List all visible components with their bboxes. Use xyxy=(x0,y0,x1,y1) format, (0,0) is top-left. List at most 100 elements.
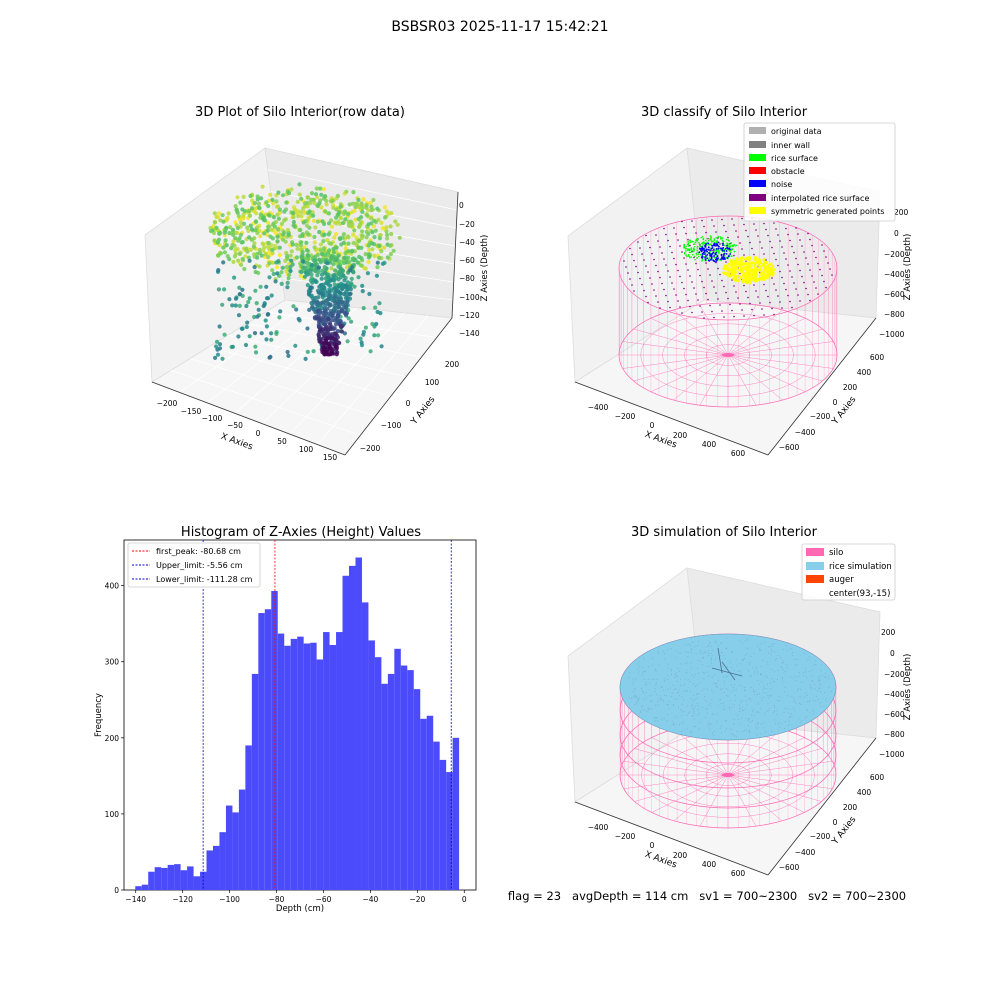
interpolated-point xyxy=(795,257,797,260)
raw-point xyxy=(320,300,325,305)
rice-simulation-point xyxy=(757,701,759,703)
rice-simulation-point xyxy=(781,677,783,679)
rice-simulation-point xyxy=(716,686,718,688)
rice-surface-point xyxy=(723,244,726,247)
rice-simulation-point xyxy=(748,670,749,672)
rice-simulation-point xyxy=(742,731,744,732)
rice-simulation-point xyxy=(731,652,733,654)
raw-point xyxy=(345,339,350,344)
rice-simulation-point xyxy=(747,718,749,720)
raw-point xyxy=(338,275,343,280)
interpolated-point xyxy=(819,268,821,271)
rice-simulation-point xyxy=(825,672,827,674)
rice-simulation-point xyxy=(758,693,760,695)
raw-point xyxy=(297,182,302,187)
interpolated-point xyxy=(669,276,671,278)
rice-simulation-point xyxy=(680,709,682,711)
rice-simulation-point xyxy=(638,670,640,672)
raw-point xyxy=(265,232,270,238)
raw-point xyxy=(258,234,263,239)
raw-point xyxy=(300,233,305,238)
rice-simulation-point xyxy=(762,659,764,661)
raw-point xyxy=(332,337,337,342)
raw-point xyxy=(233,296,239,301)
raw-point xyxy=(318,242,324,247)
raw-point xyxy=(285,349,290,355)
rice-simulation-point xyxy=(704,695,705,697)
raw-point xyxy=(371,197,376,203)
raw-point xyxy=(303,201,308,206)
rice-surface-point xyxy=(732,245,734,248)
legend-label-inner-wall: inner wall xyxy=(771,141,810,150)
interpolated-point xyxy=(769,301,771,304)
interpolated-point xyxy=(681,312,683,314)
histogram-bar xyxy=(219,832,226,890)
raw-point xyxy=(328,292,333,297)
classify-xtick: 200 xyxy=(673,431,688,440)
interpolated-point xyxy=(791,276,793,278)
raw-point xyxy=(307,225,312,230)
rice-simulation-point xyxy=(760,649,762,651)
rice-simulation-point xyxy=(683,683,685,685)
rice-surface-point xyxy=(717,236,720,238)
noise-point xyxy=(722,242,724,245)
rice-simulation-point xyxy=(769,695,771,697)
silo-floor-spoke xyxy=(727,748,822,776)
rice-simulation-point xyxy=(657,651,659,653)
interpolated-point xyxy=(757,235,759,237)
raw-point xyxy=(316,332,321,337)
interpolated-point xyxy=(779,301,781,303)
interpolated-point xyxy=(731,279,733,281)
raw-point xyxy=(336,219,341,224)
rice-simulation-point xyxy=(804,696,806,698)
rice-simulation-point xyxy=(677,668,679,670)
noise-point xyxy=(717,244,719,247)
raw-point xyxy=(266,250,272,256)
raw-point xyxy=(380,261,385,266)
rice-simulation-point xyxy=(727,695,729,697)
rice-simulation-point xyxy=(744,708,746,710)
rice-simulation-point xyxy=(798,688,800,690)
rice-simulation-point xyxy=(710,723,712,725)
raw-point xyxy=(266,203,271,209)
raw-point xyxy=(380,226,385,231)
rice-simulation-point xyxy=(754,715,755,717)
symmetric-point xyxy=(756,268,760,272)
rice-simulation-point xyxy=(738,704,740,706)
rice-simulation-point xyxy=(726,676,728,678)
rice-simulation-point xyxy=(695,673,697,675)
histogram-ytick-label: 100 xyxy=(105,810,120,819)
raw-point xyxy=(303,265,308,270)
raw-point xyxy=(265,224,271,229)
symmetric-point xyxy=(741,269,745,273)
rice-simulation-point xyxy=(716,713,718,715)
raw-point xyxy=(338,236,343,242)
raw-point xyxy=(214,339,220,344)
rice-simulation-point xyxy=(770,653,772,655)
rice-simulation-point xyxy=(762,727,764,729)
raw-point xyxy=(213,355,218,360)
interpolated-point xyxy=(741,248,743,250)
rice-simulation-point xyxy=(749,661,751,663)
rice-simulation-point xyxy=(660,698,662,700)
rice-simulation-point xyxy=(652,658,654,660)
raw-point xyxy=(243,342,249,348)
rice-simulation-point xyxy=(768,710,769,712)
raw-point xyxy=(369,204,374,209)
rice-simulation-point xyxy=(707,666,709,668)
symmetric-point xyxy=(753,279,757,283)
histogram-bar xyxy=(374,657,382,890)
rice-simulation-point xyxy=(709,665,711,667)
interpolated-point xyxy=(737,297,739,299)
rice-simulation-point xyxy=(754,691,756,693)
raw-point xyxy=(285,253,290,258)
rice-simulation-point xyxy=(715,642,717,644)
raw-xtick: −150 xyxy=(181,407,202,416)
raw-xtick: 50 xyxy=(277,437,287,446)
legend-label-center: center(93,-15) xyxy=(829,589,890,599)
symmetric-point xyxy=(735,262,739,265)
raw-point xyxy=(227,231,232,236)
rice-surface-point xyxy=(688,248,690,250)
rice-simulation-point xyxy=(676,675,677,677)
histogram-legend: first_peak: -80.68 cm Upper_limit: -5.56… xyxy=(127,542,261,588)
